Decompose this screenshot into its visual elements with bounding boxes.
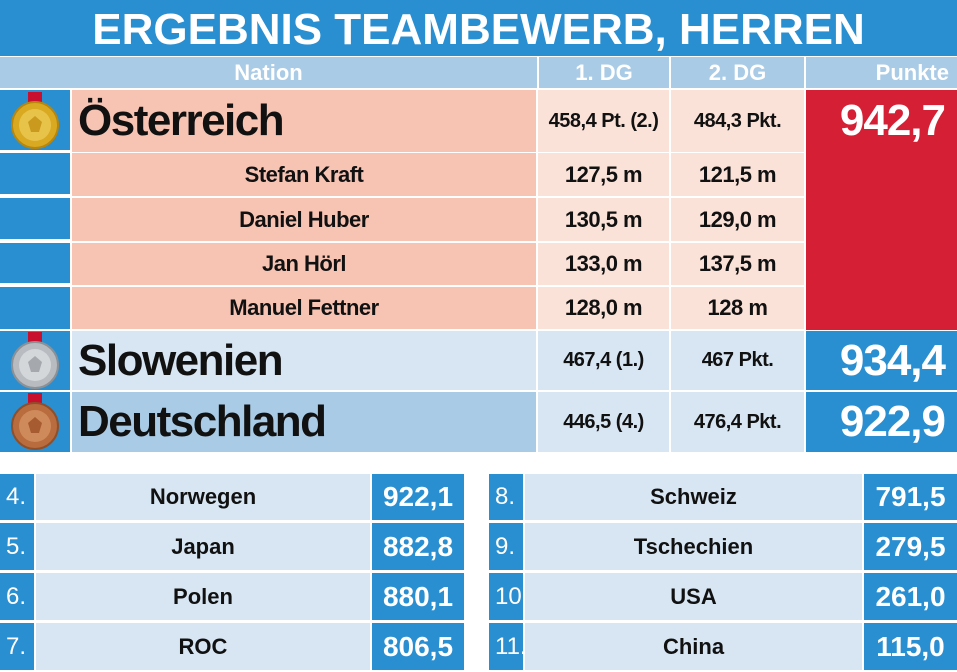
nation-name: Norwegen	[36, 474, 370, 520]
nation-name: USA	[525, 573, 862, 620]
nation-name: Tschechien	[525, 523, 862, 570]
germany-punkte: 922,9	[806, 392, 957, 452]
header-dg1: 1. DG	[539, 57, 669, 88]
rank-label: 11.	[489, 623, 527, 670]
rank-label: 5.	[0, 523, 34, 570]
jumper-dg1: 130,5 m	[538, 198, 669, 241]
header-nation: Nation	[0, 57, 537, 88]
slovenia-dg1: 467,4 (1.)	[538, 331, 669, 390]
bronze-medal-icon	[11, 393, 59, 450]
nation-slovenia: Slowenien	[72, 331, 536, 390]
jumper-name: Manuel Fettner	[72, 287, 536, 329]
jumper-name: Stefan Kraft	[72, 153, 536, 196]
jumper-dg2: 129,0 m	[671, 198, 804, 241]
jumper-dg2: 137,5 m	[671, 243, 804, 285]
austria-points-panel	[806, 90, 957, 330]
nation-points: 115,0	[864, 623, 957, 670]
rank-label: 10.	[489, 573, 528, 620]
jumper-dg1: 133,0 m	[538, 243, 669, 285]
nation-name: ROC	[36, 623, 370, 670]
nation-name: Polen	[36, 573, 370, 620]
austria-dg1: 458,4 Pt. (2.)	[538, 90, 669, 152]
nation-points: 791,5	[864, 474, 957, 520]
jumper-dg1: 128,0 m	[538, 287, 669, 329]
jumper-dg2: 121,5 m	[671, 153, 804, 196]
nation-points: 279,5	[864, 523, 957, 570]
nation-germany: Deutschland	[72, 392, 536, 452]
nation-points: 880,1	[372, 573, 464, 620]
jumper-dg2: 128 m	[671, 287, 804, 329]
jumper-dg1: 127,5 m	[538, 153, 669, 196]
rank-label: 8.	[489, 474, 523, 520]
jumper-name: Daniel Huber	[72, 198, 536, 241]
nation-name: Schweiz	[525, 474, 862, 520]
slovenia-punkte: 934,4	[806, 331, 957, 390]
rank-label: 7.	[0, 623, 34, 670]
blank-cell	[0, 198, 70, 241]
austria-dg2: 484,3 Pkt.	[671, 90, 804, 152]
nation-points: 882,8	[372, 523, 464, 570]
rank-label: 9.	[489, 523, 523, 570]
jumper-name: Jan Hörl	[72, 243, 536, 285]
germany-dg2: 476,4 Pkt.	[671, 392, 804, 452]
austria-punkte: 942,7	[839, 96, 946, 145]
nation-points: 922,1	[372, 474, 464, 520]
gold-medal-icon	[11, 92, 59, 149]
nation-name: China	[525, 623, 862, 670]
slovenia-dg2: 467 Pkt.	[671, 331, 804, 390]
silver-medal-icon	[11, 332, 59, 389]
header-dg2: 2. DG	[671, 57, 804, 88]
blank-cell	[0, 243, 70, 285]
nation-points: 261,0	[864, 573, 957, 620]
nation-name: Japan	[36, 523, 370, 570]
rank-label: 4.	[0, 474, 34, 520]
header-punkte: Punkte	[806, 57, 957, 88]
nation-points: 806,5	[372, 623, 464, 670]
blank-cell	[0, 153, 70, 196]
page-title: ERGEBNIS TEAMBEWERB, HERREN	[0, 0, 957, 56]
nation-austria: Österreich	[72, 90, 536, 152]
blank-cell	[0, 287, 70, 329]
rank-label: 6.	[0, 573, 34, 620]
germany-dg1: 446,5 (4.)	[538, 392, 669, 452]
